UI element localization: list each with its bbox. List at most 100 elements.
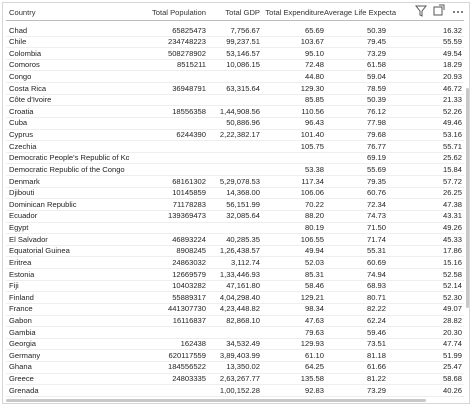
cell-value: 64.25 bbox=[304, 362, 324, 372]
cell-value: 49.26 bbox=[442, 223, 462, 233]
row-label: Eritrea bbox=[9, 257, 32, 267]
cell-value: 117.34 bbox=[301, 176, 324, 186]
cell-value: 47.74 bbox=[442, 339, 462, 349]
vertical-scrollbar[interactable] bbox=[466, 88, 469, 308]
cell-value: 49.94 bbox=[304, 246, 324, 256]
row-divider bbox=[6, 326, 464, 328]
column-header: Country bbox=[9, 8, 36, 17]
row-divider bbox=[6, 279, 464, 281]
cell-value: 79.68 bbox=[366, 130, 386, 140]
row-label: Cyprus bbox=[9, 130, 34, 140]
cell-value: 5,29,078.53 bbox=[219, 176, 260, 186]
row-divider bbox=[6, 128, 464, 130]
row-divider bbox=[6, 93, 464, 95]
cell-value: 105.75 bbox=[300, 141, 324, 151]
cell-value: 129.30 bbox=[300, 83, 324, 93]
cell-value: 1,33,446.93 bbox=[219, 269, 260, 279]
row-label: Georgia bbox=[9, 339, 37, 349]
row-divider bbox=[6, 209, 464, 211]
cell-value: 106.55 bbox=[300, 234, 324, 244]
cell-value: 20.93 bbox=[442, 71, 462, 81]
cell-value: 3,112.74 bbox=[231, 257, 260, 267]
row-label: Grenada bbox=[9, 385, 39, 395]
cell-value: 50.39 bbox=[366, 95, 386, 105]
cell-value: 4,23,448.82 bbox=[219, 304, 260, 314]
column-header: Total GDP bbox=[225, 8, 260, 17]
cell-value: 79.35 bbox=[366, 176, 386, 186]
cell-value: 71.50 bbox=[366, 223, 386, 233]
cell-value: 73.51 bbox=[366, 339, 386, 349]
row-label: Estonia bbox=[9, 269, 35, 279]
cell-value: 68.93 bbox=[366, 281, 386, 291]
row-label: Democratic People's Republic of Korea bbox=[9, 153, 129, 163]
row-divider bbox=[6, 291, 464, 293]
cell-value: 129.93 bbox=[300, 339, 324, 349]
row-label: Congo bbox=[9, 71, 32, 81]
row-divider bbox=[6, 268, 464, 270]
cell-value: 61.10 bbox=[304, 350, 324, 360]
cell-value: 52.30 bbox=[442, 292, 462, 302]
row-label: Greece bbox=[9, 374, 34, 384]
cell-value: 110.56 bbox=[301, 106, 324, 116]
cell-value: 73.29 bbox=[366, 385, 386, 395]
row-divider bbox=[6, 186, 464, 188]
row-divider bbox=[6, 349, 464, 351]
cell-value: 49.46 bbox=[442, 118, 462, 128]
cell-value: 10403282 bbox=[172, 281, 206, 291]
cell-value: 59.04 bbox=[366, 71, 386, 81]
cell-value: 25.62 bbox=[442, 153, 462, 163]
cell-value: 46893224 bbox=[172, 234, 206, 244]
cell-value: 135.58 bbox=[300, 374, 324, 384]
cell-value: 77.98 bbox=[366, 118, 386, 128]
row-divider bbox=[6, 372, 464, 374]
cell-value: 55.69 bbox=[366, 164, 386, 174]
cell-value: 1,44,908.56 bbox=[219, 106, 260, 116]
cell-value: 55889317 bbox=[172, 292, 206, 302]
cell-value: 52.26 bbox=[442, 106, 462, 116]
cell-value: 20.30 bbox=[442, 327, 462, 337]
row-label: Gambia bbox=[9, 327, 36, 337]
row-divider bbox=[6, 47, 464, 49]
cell-value: 61.58 bbox=[366, 60, 386, 70]
focus-mode-icon[interactable] bbox=[433, 6, 443, 16]
cell-value: 10145859 bbox=[172, 188, 206, 198]
column-header: Total Expenditure bbox=[265, 8, 324, 17]
cell-value: 162438 bbox=[180, 339, 206, 349]
cell-value: 81.22 bbox=[366, 374, 386, 384]
cell-value: 71178283 bbox=[172, 199, 206, 209]
cell-value: 58.68 bbox=[442, 374, 462, 384]
cell-value: 17.86 bbox=[442, 246, 462, 256]
cell-value: 14,368.00 bbox=[226, 188, 260, 198]
more-options-icon[interactable] bbox=[453, 11, 463, 13]
focus-arrow bbox=[439, 4, 445, 10]
cell-value: 85.85 bbox=[304, 95, 324, 105]
cell-value: 53.38 bbox=[304, 164, 324, 174]
cell-value: 53.16 bbox=[442, 130, 462, 140]
row-label: Democratic Republic of the Congo bbox=[9, 164, 125, 174]
cell-value: 56,151.99 bbox=[226, 199, 260, 209]
cell-value: 234748223 bbox=[167, 37, 206, 47]
row-label: Ghana bbox=[9, 362, 32, 372]
filter-icon[interactable] bbox=[414, 5, 428, 17]
cell-value: 55.59 bbox=[442, 37, 462, 47]
cell-value: 79.63 bbox=[304, 327, 324, 337]
row-label: Comoros bbox=[9, 60, 40, 70]
cell-value: 99,237.51 bbox=[226, 37, 260, 47]
horizontal-scrollbar[interactable] bbox=[6, 399, 426, 402]
cell-value: 47,161.80 bbox=[226, 281, 260, 291]
row-label: Denmark bbox=[9, 176, 40, 186]
row-divider bbox=[6, 140, 464, 142]
row-label: Finland bbox=[9, 292, 34, 302]
cell-value: 32,085.64 bbox=[226, 211, 260, 221]
cell-value: 74.73 bbox=[366, 211, 386, 221]
cell-value: 103.67 bbox=[300, 37, 324, 47]
cell-value: 76.77 bbox=[366, 141, 386, 151]
cell-value: 50.39 bbox=[366, 25, 386, 35]
cell-value: 51.99 bbox=[442, 350, 462, 360]
row-divider bbox=[6, 395, 464, 397]
cell-value: 45.33 bbox=[442, 234, 462, 244]
cell-value: 25.47 bbox=[442, 362, 462, 372]
cell-value: 60.69 bbox=[366, 257, 386, 267]
cell-value: 60.76 bbox=[366, 188, 386, 198]
cell-value: 47.38 bbox=[442, 199, 462, 209]
